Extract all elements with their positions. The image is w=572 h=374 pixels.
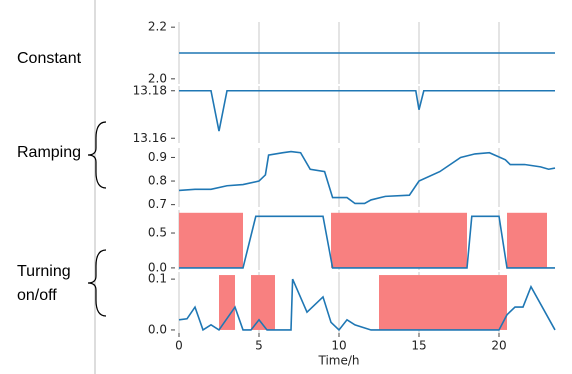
off-span (331, 212, 467, 268)
y-tick-label: 0.7 (148, 197, 167, 211)
y-tick-label: 0.8 (148, 174, 167, 188)
off-span (507, 212, 547, 268)
y-tick-label: 13.16 (133, 131, 167, 145)
y-tick-label: 0.9 (148, 150, 167, 164)
y-tick-label: 0.0 (148, 260, 167, 274)
line (179, 89, 555, 132)
x-tick-label: 20 (491, 339, 506, 353)
off-span (179, 212, 243, 268)
off-span (379, 275, 507, 330)
y-tick-label: 13.18 (133, 83, 167, 97)
line (178, 278, 556, 332)
brace (87, 249, 107, 317)
group-label: Ramping (17, 144, 82, 161)
line (178, 150, 556, 205)
off-span (219, 275, 235, 330)
x-tick-label: 0 (175, 339, 183, 353)
x-tick-label: 10 (331, 339, 346, 353)
off-span (251, 275, 275, 330)
brace (87, 121, 107, 189)
y-tick-label: 2.2 (148, 20, 167, 34)
group-label: Turning on/off (17, 263, 71, 304)
group-label: Constant (17, 50, 82, 67)
y-tick-label: 0.1 (148, 272, 167, 286)
line (179, 215, 555, 269)
y-tick-label: 0.5 (148, 226, 167, 240)
x-tick-label: 5 (255, 339, 263, 353)
y-tick-label: 2.0 (148, 71, 167, 85)
x-tick-label: 15 (411, 339, 426, 353)
y-tick-label: 0.0 (148, 322, 167, 336)
x-axis-label: Time/h (317, 354, 359, 368)
